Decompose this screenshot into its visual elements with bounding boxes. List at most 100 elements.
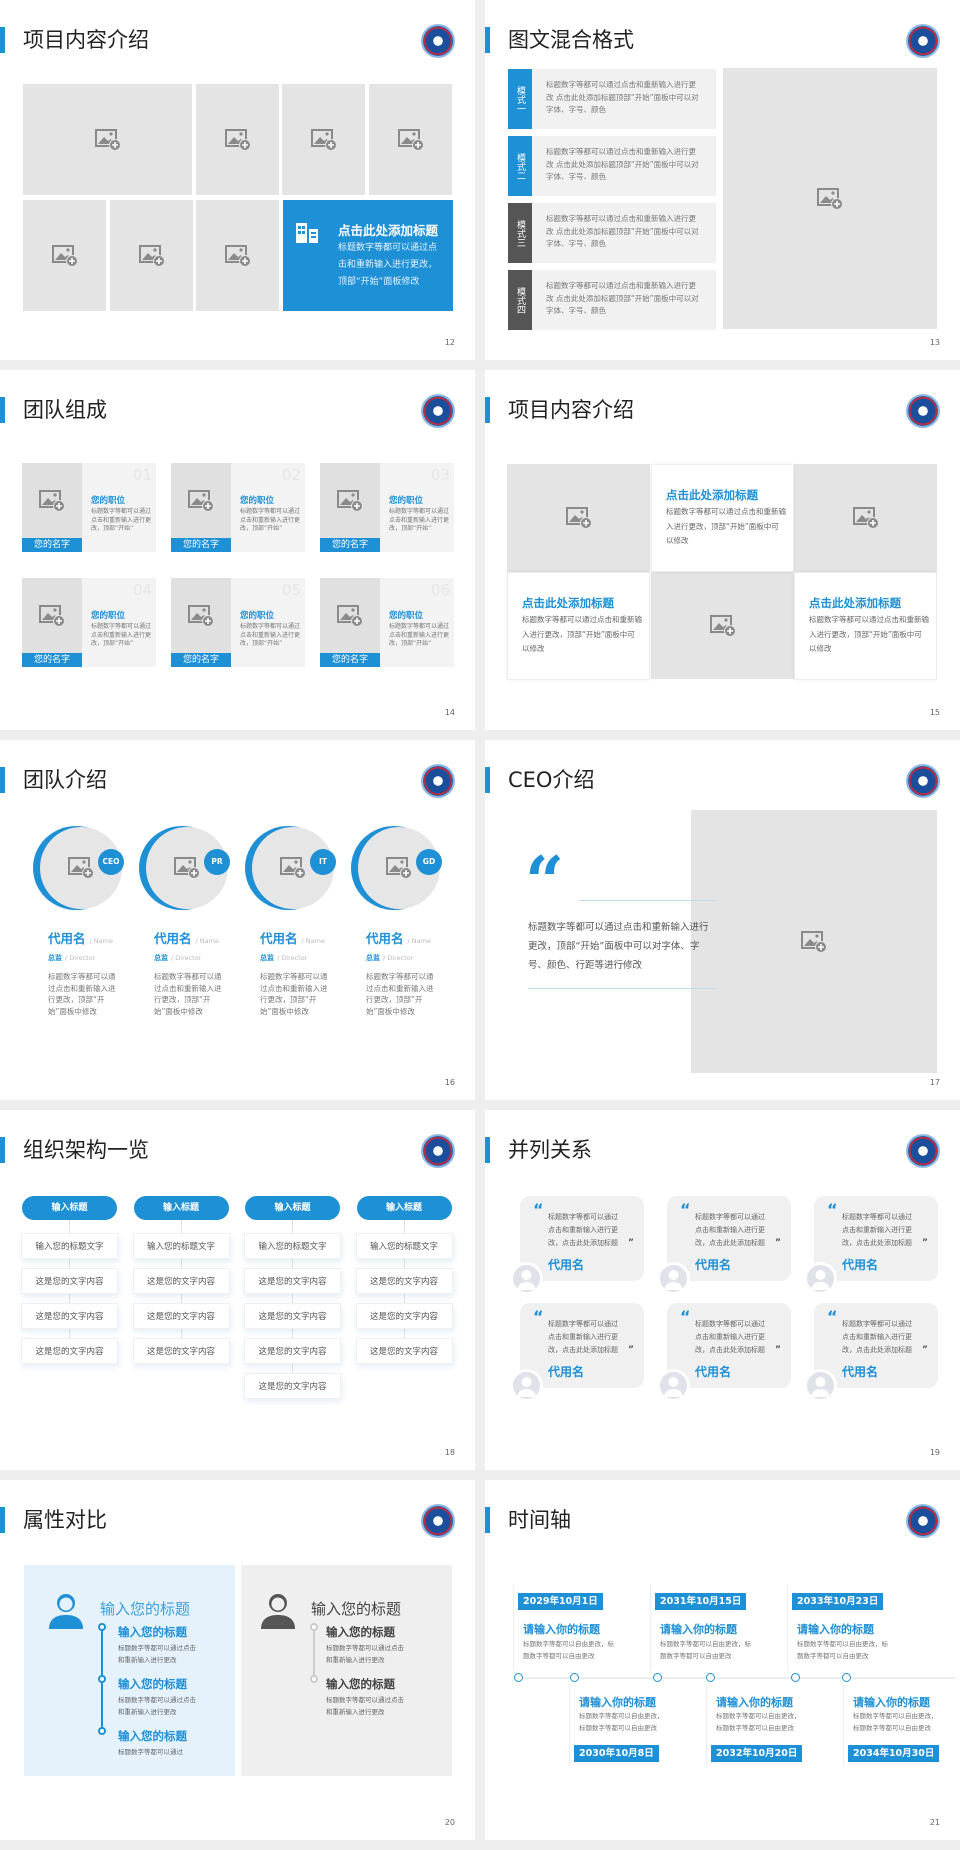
- image-placeholder[interactable]: [40, 827, 122, 909]
- org-header[interactable]: 输入标题: [22, 1196, 117, 1220]
- image-placeholder[interactable]: [282, 84, 365, 195]
- org-item[interactable]: 这是您的文字内容: [132, 1338, 230, 1364]
- slide-17[interactable]: CEO介绍 17 “标题数字等都可以通过点击和重新输入进行更改，顶部“开始”面板中可…: [485, 740, 960, 1100]
- member-position: 您的职位: [240, 611, 275, 621]
- image-placeholder[interactable]: [507, 464, 650, 572]
- slide-15[interactable]: 项目内容介绍 15 点击此处添加标题 标题数字等都可以通过点击和重新输入进行更改，顶部…: [485, 370, 960, 730]
- image-placeholder[interactable]: [320, 463, 380, 538]
- org-item[interactable]: 输入您的标题文字: [244, 1233, 341, 1259]
- mode-row[interactable]: 模式四 标题数字等都可以通过点击和重新输入进行更改 点击此处添加标题顶部“开始”面…: [508, 270, 716, 330]
- image-placeholder[interactable]: [22, 463, 82, 538]
- image-placeholder[interactable]: [23, 200, 106, 311]
- testimonial-card[interactable]: “标题数字等都可以通过点击和重新输入进行更改，点击此处添加标题 ” 代用名: [814, 1303, 938, 1388]
- org-item[interactable]: 这是您的文字内容: [21, 1338, 118, 1364]
- org-item[interactable]: 这是您的文字内容: [132, 1303, 230, 1329]
- image-add-icon: [397, 128, 424, 151]
- compare-panel[interactable]: 输入您的标题 输入您的标题 标题数字等都可以通过点击和重新输入进行更改 输入您的标题标…: [241, 1565, 452, 1776]
- timeline-node[interactable]: [514, 1673, 523, 1682]
- org-item[interactable]: 输入您的标题文字: [355, 1233, 453, 1259]
- image-add-icon: [174, 857, 200, 879]
- testimonial-card[interactable]: “标题数字等都可以通过点击和重新输入进行更改，点击此处添加标题 ” 代用名: [520, 1303, 644, 1388]
- member-card[interactable]: 您的名字 06 您的职位 标题数字等都可以通过点击和重新输入进行更改，顶部“开始”: [320, 578, 454, 667]
- org-item[interactable]: 这是您的文字内容: [355, 1338, 453, 1364]
- org-header[interactable]: 输入标题: [245, 1196, 340, 1220]
- event-title: 请输入你的标题: [523, 1623, 600, 1636]
- image-placeholder[interactable]: [196, 200, 279, 311]
- slide-21[interactable]: 时间轴 21 2029年10月1日 请输入你的标题 标题数字等都可以自由更改，标题数字等…: [485, 1480, 960, 1840]
- slide-19[interactable]: 并列关系 19 “标题数字等都可以通过点击和重新输入进行更改，点击此处添加标题” 代用…: [485, 1110, 960, 1470]
- content-block[interactable]: 点击此处添加标题 标题数字等都可以通过点击和重新输入进行更改，顶部“开始”面板中可…: [651, 464, 794, 572]
- feature-box[interactable]: 点击此处添加标题 标题数字等都可以通过点击和重新输入进行更改，顶部“开始”面板修改: [283, 200, 453, 311]
- org-header[interactable]: 输入标题: [133, 1196, 229, 1220]
- person-name-line: 代用名 / Name: [48, 928, 113, 947]
- timeline-node[interactable]: [706, 1673, 715, 1682]
- member-card[interactable]: 您的名字 05 您的职位 标题数字等都可以通过点击和重新输入进行更改，顶部“开始”: [171, 578, 305, 667]
- block-text: 标题数字等都可以通过点击和重新输入进行更改，顶部“开始”面板中可以修改: [666, 507, 786, 545]
- image-add-icon: [188, 604, 214, 627]
- content-block[interactable]: 点击此处添加标题 标题数字等都可以通过点击和重新输入进行更改，顶部“开始”面板中可…: [507, 572, 650, 680]
- mode-row[interactable]: 模式一 标题数字等都可以通过点击和重新输入进行更改 点击此处添加标题顶部“开始”面…: [508, 69, 716, 129]
- slide-20[interactable]: 属性对比 20 输入您的标题 输入您的标题 标题数字等都可以通过点击和重新输入进行更改输…: [0, 1480, 475, 1840]
- slide-title: 属性对比: [23, 1508, 107, 1532]
- person-role-line: 总监 / Director: [48, 945, 95, 964]
- content-block[interactable]: 点击此处添加标题 标题数字等都可以通过点击和重新输入进行更改，顶部“开始”面板中可…: [794, 572, 937, 680]
- member-card[interactable]: 您的名字 04 您的职位 标题数字等都可以通过点击和重新输入进行更改，顶部“开始”: [22, 578, 156, 667]
- mode-row[interactable]: 模式三 标题数字等都可以通过点击和重新输入进行更改 点击此处添加标题顶部“开始”面…: [508, 203, 716, 263]
- image-placeholder[interactable]: [171, 578, 231, 653]
- image-placeholder[interactable]: [794, 464, 937, 572]
- member-name: 您的名字: [320, 653, 380, 667]
- image-placeholder[interactable]: [691, 810, 937, 1073]
- member-card[interactable]: 您的名字 03 您的职位 标题数字等都可以通过点击和重新输入进行更改，顶部“开始”: [320, 463, 454, 552]
- person-name-en: / Name: [407, 937, 431, 945]
- member-card[interactable]: 您的名字 02 您的职位 标题数字等都可以通过点击和重新输入进行更改，顶部“开始”: [171, 463, 305, 552]
- slide-12[interactable]: 项目内容介绍 12 点击此处添加标题 标题数字等都可以通过点击和重新输入进行更改，顶部…: [0, 0, 475, 360]
- mode-text: 标题数字等都可以通过点击和重新输入进行更改 点击此处添加标题顶部“开始”面板中可…: [546, 281, 699, 315]
- image-placeholder[interactable]: [196, 84, 279, 195]
- timeline-node[interactable]: [570, 1673, 579, 1682]
- image-placeholder[interactable]: [651, 572, 794, 679]
- avatar: [804, 1262, 837, 1295]
- image-placeholder[interactable]: [22, 578, 82, 653]
- image-add-icon: [565, 507, 592, 529]
- org-item[interactable]: 这是您的文字内容: [21, 1303, 118, 1329]
- testimonial-card[interactable]: “标题数字等都可以通过点击和重新输入进行更改，点击此处添加标题 ” 代用名: [814, 1196, 938, 1281]
- testimonial-card[interactable]: “标题数字等都可以通过点击和重新输入进行更改，点击此处添加标题 ” 代用名: [667, 1196, 791, 1281]
- org-item[interactable]: 这是您的文字内容: [21, 1268, 118, 1294]
- org-item[interactable]: 这是您的文字内容: [244, 1338, 341, 1364]
- slide-14[interactable]: 团队组成 14 您的名字 01 您的职位 标题数字等都可以通过点击和重新输入进行更改，顶部…: [0, 370, 475, 730]
- org-item[interactable]: 这是您的文字内容: [355, 1303, 453, 1329]
- org-item[interactable]: 这是您的文字内容: [132, 1268, 230, 1294]
- org-item[interactable]: 这是您的文字内容: [244, 1268, 341, 1294]
- timeline-dot: [98, 1675, 106, 1683]
- image-placeholder[interactable]: [320, 578, 380, 653]
- image-placeholder[interactable]: [110, 200, 193, 311]
- image-placeholder[interactable]: [723, 68, 937, 329]
- member-card[interactable]: 您的名字 01 您的职位 标题数字等都可以通过点击和重新输入进行更改，顶部“开始”: [22, 463, 156, 552]
- image-placeholder[interactable]: [23, 84, 192, 195]
- slide-18[interactable]: 组织架构一览 18 输入标题 输入您的标题文字 这是您的文字内容 这是您的文字内容 这是您的…: [0, 1110, 475, 1470]
- org-header[interactable]: 输入标题: [356, 1196, 452, 1220]
- compare-panel[interactable]: 输入您的标题 输入您的标题 标题数字等都可以通过点击和重新输入进行更改 输入您的标题标…: [24, 1565, 235, 1776]
- org-item[interactable]: 这是您的文字内容: [244, 1373, 341, 1399]
- timeline-node[interactable]: [791, 1673, 800, 1682]
- slide-13[interactable]: 图文混合格式 13 模式一 标题数字等都可以通过点击和重新输入进行更改 点击此处添加标…: [485, 0, 960, 360]
- person-desc: 标题数字等都可以通过点击和重新输入进行更改，顶部“开始”面板中修改: [366, 972, 434, 1016]
- image-placeholder[interactable]: [369, 84, 452, 195]
- timeline-node[interactable]: [842, 1673, 851, 1682]
- org-item[interactable]: 输入您的标题文字: [132, 1233, 230, 1259]
- org-item[interactable]: 这是您的文字内容: [244, 1303, 341, 1329]
- testimonial-card[interactable]: “标题数字等都可以通过点击和重新输入进行更改，点击此处添加标题 ” 代用名: [520, 1196, 644, 1281]
- image-add-icon: [310, 128, 337, 151]
- testimonial-card[interactable]: “标题数字等都可以通过点击和重新输入进行更改，点击此处添加标题 ” 代用名: [667, 1303, 791, 1388]
- image-add-icon: [801, 930, 827, 953]
- image-add-icon: [280, 857, 306, 879]
- org-item[interactable]: 这是您的文字内容: [355, 1268, 453, 1294]
- org-item[interactable]: 输入您的标题文字: [21, 1233, 118, 1259]
- slide-16[interactable]: 团队介绍 16 CEO 代用名 / Name 总监 / Director 标题数字等都可以通过…: [0, 740, 475, 1100]
- image-placeholder[interactable]: [171, 463, 231, 538]
- timeline-node[interactable]: [653, 1673, 662, 1682]
- slide-title: 项目内容介绍: [23, 28, 149, 52]
- role-badge: GD: [416, 849, 442, 875]
- testimonial-text: 标题数字等都可以通过点击和重新输入进行更改，点击此处添加标题: [548, 1213, 618, 1247]
- mode-row[interactable]: 模式二 标题数字等都可以通过点击和重新输入进行更改 点击此处添加标题顶部“开始”面…: [508, 136, 716, 196]
